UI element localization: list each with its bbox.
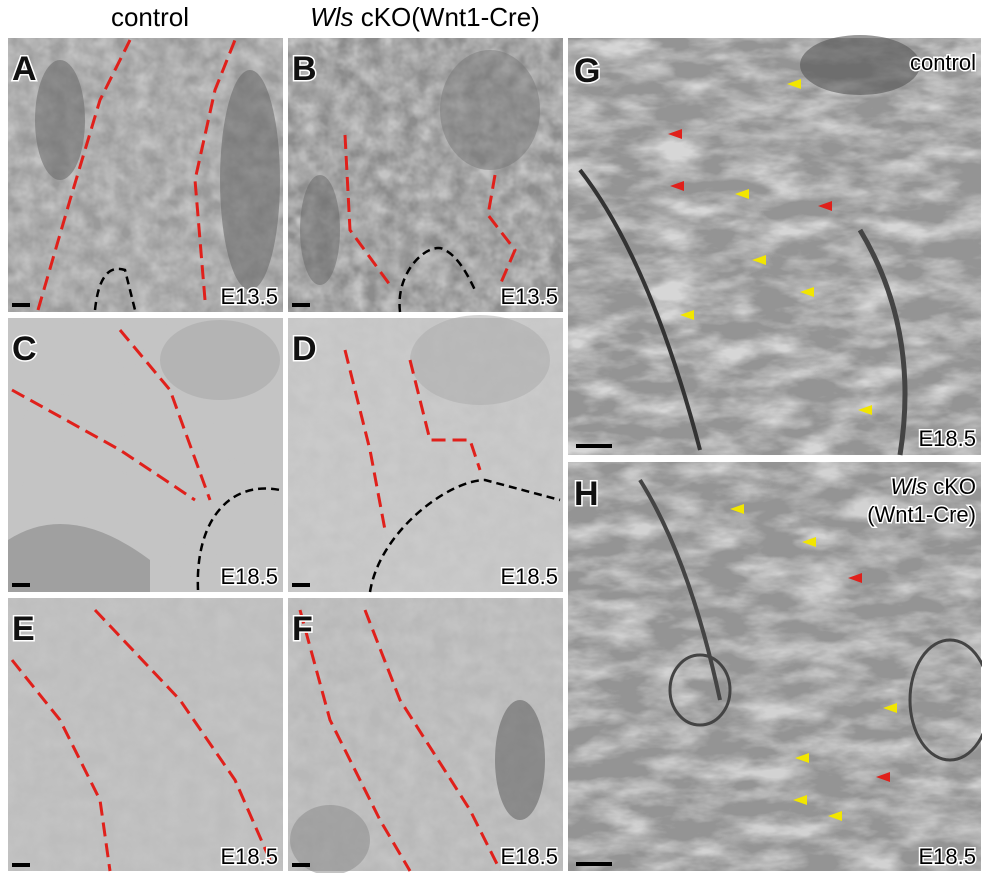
condition-label: cKO: [927, 474, 976, 499]
panel-letter: D: [292, 330, 317, 368]
panel-letter: H: [574, 475, 599, 513]
gene-name: Wls: [890, 474, 927, 499]
stage-label: E18.5: [221, 564, 279, 589]
column-title: control: [111, 2, 189, 32]
panel-letter: F: [292, 610, 313, 648]
stage-label: E18.5: [919, 844, 977, 869]
panel-letter: C: [12, 330, 37, 368]
stage-label: E13.5: [501, 284, 559, 309]
condition-label: (Wnt1-Cre): [867, 502, 976, 527]
stage-label: E18.5: [221, 844, 279, 869]
stage-label: E18.5: [919, 426, 977, 451]
stage-label: E18.5: [501, 844, 559, 869]
figure: control Wls cKO(Wnt1-Cre): [0, 0, 982, 873]
panel-letter: E: [12, 610, 35, 648]
panel-letter: A: [12, 50, 37, 88]
panel-letter: G: [574, 52, 600, 90]
gene-name: Wls: [310, 2, 353, 32]
panel-images: [8, 35, 982, 873]
condition-label: control: [910, 50, 976, 75]
panel-letter: B: [292, 50, 317, 88]
stage-label: E18.5: [501, 564, 559, 589]
column-title: cKO(Wnt1-Cre): [353, 2, 539, 32]
column-title: Wls cKO(Wnt1-Cre): [310, 2, 540, 32]
stage-label: E13.5: [221, 284, 279, 309]
condition-label: Wls cKO: [890, 474, 976, 499]
